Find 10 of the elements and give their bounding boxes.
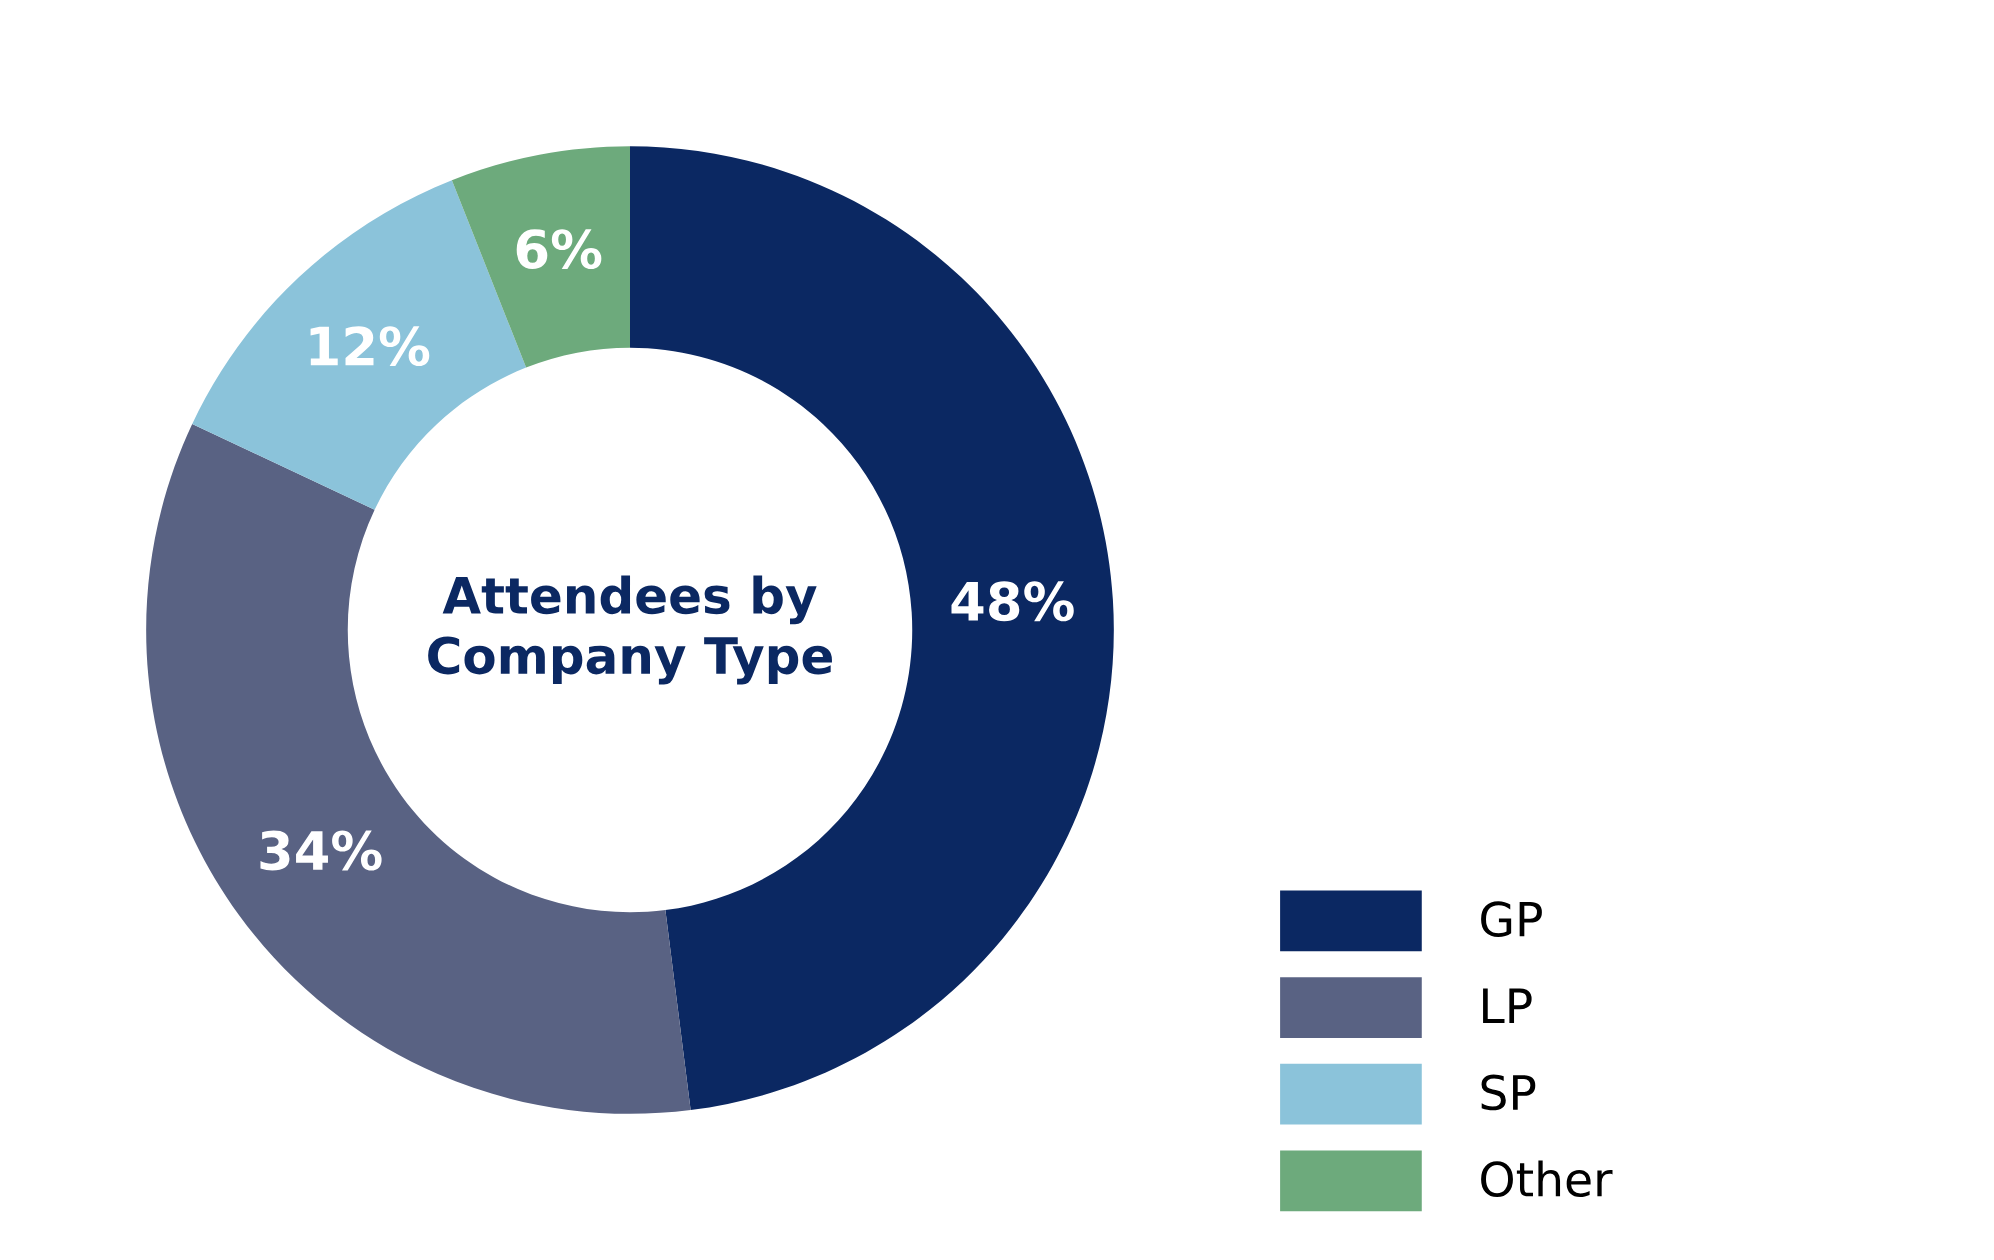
data-label: 12% <box>310 326 430 367</box>
legend-label: Other <box>1481 1160 1613 1197</box>
donut-slice <box>451 146 630 368</box>
legend-label: SP <box>1481 1074 1536 1111</box>
legend-label: GP <box>1481 901 1542 938</box>
data-label: 6% <box>516 229 602 270</box>
data-label: 48% <box>951 581 1074 622</box>
legend-label: LP <box>1483 988 1532 1024</box>
text: Attendees by Company Type <box>428 575 832 685</box>
data-label: 34% <box>260 830 382 871</box>
